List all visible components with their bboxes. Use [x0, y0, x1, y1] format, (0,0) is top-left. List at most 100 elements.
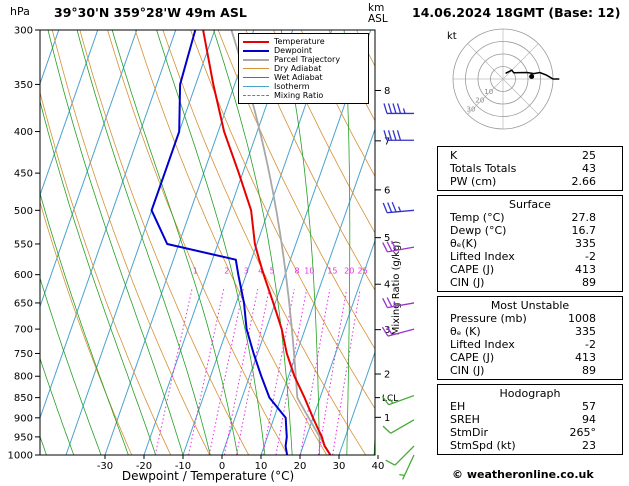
stat-row: K 25 — [438, 149, 622, 162]
datetime-title: 14.06.2024 18GMT (Base: 12) — [412, 5, 621, 20]
stat-label: θₑ(K) — [450, 237, 478, 250]
km-tick-label: 7 — [384, 136, 390, 147]
temperature-tick-label: -20 — [136, 461, 152, 472]
stat-row: StmDir 265° — [438, 426, 622, 439]
xaxis-title: Dewpoint / Temperature (°C) — [121, 469, 295, 483]
stat-label: Lifted Index — [450, 338, 515, 351]
hodograph-ring-label: 30 — [467, 106, 476, 114]
km-tick-label: 4 — [384, 280, 390, 291]
hodograph-ring-label: 10 — [484, 88, 493, 96]
mixing-ratio-value-label: 25 — [358, 267, 368, 276]
stat-value: 265° — [569, 426, 597, 439]
chart-legend: Temperature Dewpoint Parcel Trajectory Dry … — [238, 33, 369, 104]
panel-hodograph: Hodograph EH 57 SREH 94 StmDir 265° StmSpd (kt)… — [437, 384, 623, 455]
stat-value: 16.7 — [571, 224, 597, 237]
stat-value: 57 — [582, 400, 596, 413]
hodograph-ring-label: 20 — [475, 97, 484, 105]
stat-value: 94 — [582, 413, 596, 426]
stat-value: -2 — [585, 338, 596, 351]
km-tick-label: 5 — [384, 233, 390, 244]
hodograph-ring — [490, 66, 516, 92]
stat-label: Temp (°C) — [450, 211, 505, 224]
legend-label: Parcel Trajectory — [274, 55, 341, 64]
parcel-trajectory-curve — [230, 30, 332, 455]
stat-row: CIN (J) 89 — [438, 364, 622, 377]
copyright: © weatheronline.co.uk — [452, 468, 594, 481]
temperature-tick-label: 10 — [255, 461, 268, 472]
temperature-tick-label: 0 — [219, 461, 225, 472]
pressure-tick-label: 850 — [14, 393, 33, 404]
stat-row: Temp (°C) 27.8 — [438, 211, 622, 224]
stat-row: CIN (J) 89 — [438, 276, 622, 289]
stat-value: 335 — [575, 325, 596, 338]
temperature-tick-label: 30 — [333, 461, 346, 472]
legend-line-sample — [243, 95, 269, 96]
stat-row: StmSpd (kt) 23 — [438, 439, 622, 452]
stat-label: EH — [450, 400, 466, 413]
stat-value: 23 — [582, 439, 596, 452]
pressure-tick-label: 450 — [14, 169, 33, 180]
pressure-tick-label: 550 — [14, 239, 33, 250]
hodograph-ring — [465, 41, 541, 117]
stat-row: Pressure (mb) 1008 — [438, 312, 622, 325]
stats-panels: K 25 Totals Totals 43 PW (cm) 2.66 Surface Temp… — [437, 146, 623, 459]
stat-label: Lifted Index — [450, 250, 515, 263]
stat-label: Dewp (°C) — [450, 224, 507, 237]
mixing-ratio-value-label: 5 — [270, 267, 275, 276]
station-title: 39°30'N 359°28'W 49m ASL — [54, 5, 247, 20]
stat-label: K — [450, 149, 458, 162]
pressure-tick-label: 950 — [14, 432, 33, 443]
hodograph-trace — [505, 69, 560, 80]
pressure-tick-label: 400 — [14, 127, 33, 138]
legend-line-sample — [243, 40, 269, 43]
km-label: km — [368, 2, 385, 14]
legend-label: Dewpoint — [274, 46, 313, 55]
stat-row: Dewp (°C) 16.7 — [438, 224, 622, 237]
legend-item: Wet Adiabat — [243, 73, 364, 82]
chart-border — [39, 29, 376, 456]
pressure-tick-label: 800 — [14, 372, 33, 383]
temperature-tick-label: 20 — [294, 461, 307, 472]
stat-label: CIN (J) — [450, 276, 485, 289]
stat-value: -2 — [585, 250, 596, 263]
stat-row: θₑ (K) 335 — [438, 325, 622, 338]
stat-row: Lifted Index -2 — [438, 250, 622, 263]
legend-item: Parcel Trajectory — [243, 55, 364, 64]
sounding-curves — [150, 30, 332, 455]
stat-row: EH 57 — [438, 400, 622, 413]
pressure-tick-label: 650 — [14, 298, 33, 309]
mixing-ratio-value-label: 1 — [193, 267, 198, 276]
legend-line-sample — [243, 49, 269, 52]
temperature-tick-label: 40 — [372, 461, 385, 472]
stat-label: PW (cm) — [450, 175, 497, 188]
mixing-ratio-value-label: 3 — [244, 267, 249, 276]
mixing-ratio-value-label: 8 — [295, 267, 300, 276]
dewpoint-curve — [150, 30, 289, 455]
pressure-tick-label: 350 — [14, 80, 33, 91]
pressure-axis-unit: hPa — [10, 5, 30, 18]
panel-title: Hodograph — [499, 387, 561, 400]
pressure-tick-label: 1000 — [8, 451, 33, 462]
legend-item: Isotherm — [243, 82, 364, 91]
stat-label: CIN (J) — [450, 364, 485, 377]
km-tick-label: 2 — [384, 370, 390, 381]
asl-label: ASL — [368, 13, 388, 25]
stat-value: 89 — [582, 276, 596, 289]
stat-row: Totals Totals 43 — [438, 162, 622, 175]
legend-item: Dry Adiabat — [243, 64, 364, 73]
stat-value: 335 — [575, 237, 596, 250]
pressure-tick-label: 900 — [14, 413, 33, 424]
legend-line-sample — [243, 58, 269, 61]
stat-label: Pressure (mb) — [450, 312, 527, 325]
stat-row: CAPE (J) 413 — [438, 351, 622, 364]
stat-label: StmDir — [450, 426, 489, 439]
mixing-ratio-value-label: 10 — [304, 267, 314, 276]
temperature-tick-label: -30 — [97, 461, 113, 472]
legend-line-sample — [243, 68, 269, 69]
stat-row: PW (cm) 2.66 — [438, 175, 622, 188]
legend-line-sample — [243, 86, 269, 87]
mixing-ratio-value-label: 15 — [327, 267, 337, 276]
temperature-tick-label: -10 — [175, 461, 191, 472]
altitude-axis-unit: km ASL — [368, 3, 388, 25]
